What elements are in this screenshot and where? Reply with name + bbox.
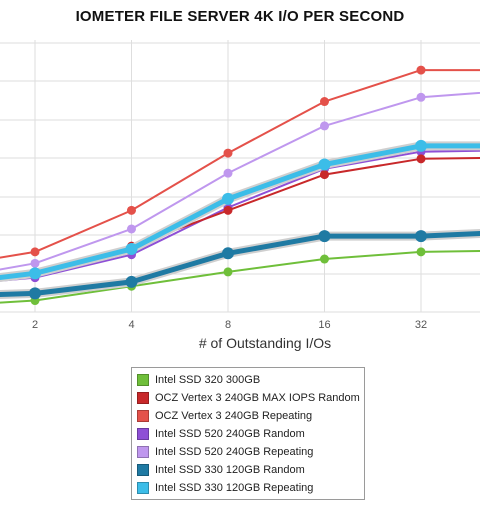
- legend-item: Intel SSD 320 300GB: [132, 371, 364, 389]
- series-line: [0, 249, 480, 304]
- x-tick-label: 16: [318, 319, 330, 330]
- legend-label: Intel SSD 330 120GB Random: [155, 464, 305, 476]
- data-point: [318, 158, 331, 171]
- series-layer: [0, 65, 480, 306]
- legend-label: Intel SSD 320 300GB: [155, 374, 261, 386]
- data-point: [320, 121, 329, 131]
- data-point: [30, 247, 40, 257]
- x-axis-label: # of Outstanding I/Os: [198, 335, 332, 351]
- legend-swatch: [137, 410, 149, 422]
- legend-swatch: [137, 392, 149, 404]
- data-point: [127, 224, 136, 234]
- legend-label: Intel SSD 330 120GB Repeating: [155, 482, 314, 494]
- data-point: [318, 230, 331, 243]
- data-point: [416, 65, 426, 75]
- data-point: [416, 247, 426, 257]
- data-point: [223, 267, 233, 277]
- legend-swatch: [137, 428, 149, 440]
- grid-lines: [0, 40, 480, 313]
- series-6: [0, 139, 480, 283]
- legend-label: OCZ Vertex 3 240GB MAX IOPS Random: [155, 392, 360, 404]
- data-point: [416, 154, 426, 164]
- data-point: [30, 258, 40, 268]
- legend-swatch: [137, 482, 149, 494]
- legend-item: Intel SSD 520 240GB Repeating: [132, 443, 364, 461]
- legend-item: OCZ Vertex 3 240GB Repeating: [132, 407, 364, 425]
- data-point: [320, 254, 329, 264]
- data-point: [125, 275, 138, 288]
- legend-item: OCZ Vertex 3 240GB MAX IOPS Random: [132, 389, 364, 407]
- legend: Intel SSD 320 300GB OCZ Vertex 3 240GB MA…: [131, 367, 365, 500]
- data-point: [223, 168, 233, 178]
- data-point: [29, 267, 41, 280]
- legend-swatch: [137, 374, 149, 386]
- data-point: [222, 247, 234, 260]
- x-tick-labels: 2 4 8 16 32: [32, 319, 427, 330]
- data-point: [222, 192, 234, 205]
- line-chart: 2 4 8 16 32: [0, 40, 480, 330]
- x-tick-label: 32: [415, 319, 427, 330]
- legend-label: Intel SSD 520 240GB Random: [155, 428, 305, 440]
- data-point: [320, 170, 329, 180]
- data-point: [125, 243, 138, 256]
- legend-label: OCZ Vertex 3 240GB Repeating: [155, 410, 313, 422]
- data-point: [223, 148, 233, 158]
- data-point: [416, 92, 426, 102]
- x-tick-label: 8: [225, 319, 231, 330]
- series-0: [0, 247, 480, 306]
- data-point: [320, 97, 329, 107]
- data-point: [415, 139, 427, 152]
- data-point: [127, 205, 136, 215]
- data-point: [223, 205, 233, 215]
- legend-item: Intel SSD 330 120GB Repeating: [132, 479, 364, 497]
- x-tick-label: 2: [32, 319, 38, 330]
- data-point: [415, 230, 427, 243]
- chart-title: IOMETER FILE SERVER 4K I/O PER SECOND: [75, 8, 405, 25]
- legend-item: Intel SSD 520 240GB Random: [132, 425, 364, 443]
- legend-swatch: [137, 464, 149, 476]
- data-point: [29, 287, 41, 300]
- legend-label: Intel SSD 520 240GB Repeating: [155, 446, 314, 458]
- series-5: [0, 228, 480, 300]
- series-2: [0, 65, 480, 259]
- series-4: [0, 91, 480, 271]
- x-tick-label: 4: [128, 319, 134, 330]
- legend-item: Intel SSD 330 120GB Random: [132, 461, 364, 479]
- legend-swatch: [137, 446, 149, 458]
